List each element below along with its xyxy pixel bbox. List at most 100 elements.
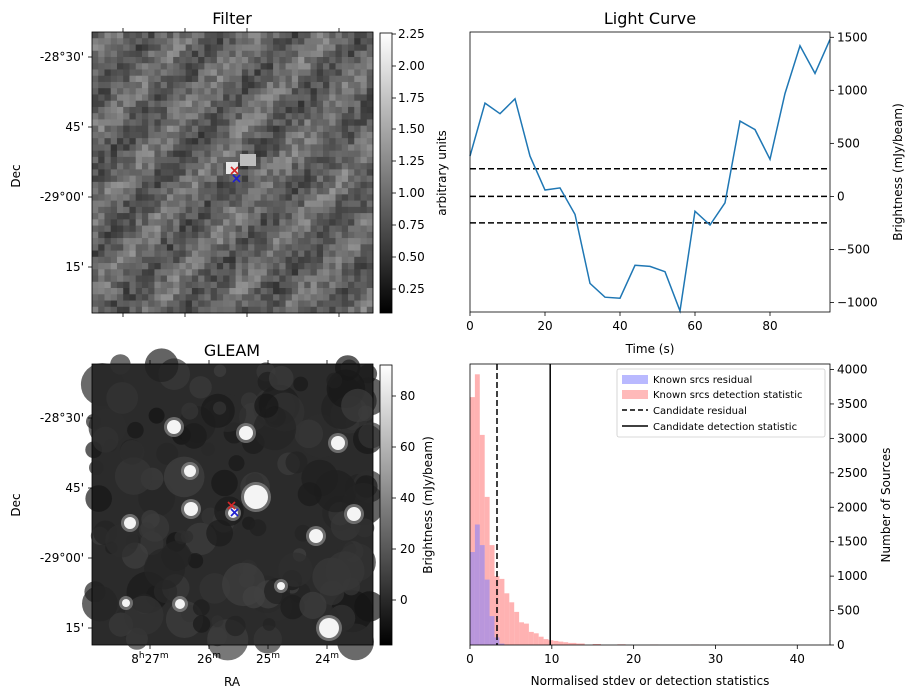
- histogram-bar-detection: [470, 397, 475, 645]
- lightcurve-ylabel: Brightness (mJy/beam): [891, 103, 905, 241]
- lightcurve-yaxis: 1500 1000 500 0 −500 −1000: [830, 30, 878, 309]
- gleam-colorbar: [379, 364, 393, 646]
- filter-colorbar-tick-label: 0.75: [398, 218, 425, 232]
- histogram-ytick-label: 4000: [837, 363, 868, 377]
- gleam-ytick-label: -29°00': [40, 551, 84, 565]
- histogram-bar-residual: [470, 552, 475, 645]
- histogram-bar-residual: [489, 616, 495, 645]
- gleam-colorbar-ticks: [392, 395, 396, 601]
- gleam-ytick-label: 45': [65, 481, 84, 495]
- histogram-bar-detection: [504, 593, 510, 645]
- filter-marker-red: [230, 166, 239, 175]
- lightcurve-xtick-label: 60: [687, 319, 702, 333]
- gleam-frame: [91, 363, 374, 646]
- histogram-bar-detection: [592, 644, 601, 645]
- histogram-xtick-label: 20: [626, 652, 641, 666]
- lightcurve-xtick-label: 20: [537, 319, 552, 333]
- legend-label: Known srcs detection statistic: [653, 390, 802, 401]
- histogram-legend: Known srcs residual Known srcs detection…: [616, 368, 826, 438]
- filter-colorbar-tick-label: 0.25: [398, 282, 425, 296]
- lightcurve-xtick-label: 80: [762, 319, 777, 333]
- histogram-bar-detection: [479, 434, 485, 645]
- filter-ytick-label: 45': [65, 120, 84, 134]
- legend-box: [616, 368, 826, 438]
- lightcurve-ytick-label: 1000: [837, 83, 868, 97]
- filter-colorbar-tick-label: 1.00: [398, 186, 425, 200]
- gleam-ytick-label: 15': [65, 621, 84, 635]
- lightcurve-title: Light Curve: [604, 9, 696, 28]
- gleam-ylabel: Dec: [9, 493, 23, 516]
- histogram-bar-residual: [499, 643, 505, 645]
- filter-colorbar-tick-label: 2.00: [398, 59, 425, 73]
- histogram-bar-residual: [474, 524, 480, 645]
- gleam-xtick-label: 8h27m: [131, 651, 168, 666]
- filter-colorbar-tick-label: 1.25: [398, 154, 425, 168]
- gleam-colorbar-tick-label: 20: [400, 542, 415, 556]
- filter-title: Filter: [212, 9, 252, 28]
- histogram-yaxis: 0 500 1000 1500 2000 2500 3000 3500 4000: [830, 363, 868, 652]
- gleam-colorbar-tick-label: 40: [400, 491, 415, 505]
- filter-colorbar-label: arbitrary units: [435, 130, 449, 216]
- histogram-xtick-label: 30: [708, 652, 723, 666]
- filter-frame: [91, 31, 374, 314]
- lightcurve-ytick-label: −1000: [837, 295, 878, 309]
- gleam-title: GLEAM: [204, 341, 260, 360]
- histogram-ytick-label: 1000: [837, 569, 868, 583]
- gleam-xtick-label: 26m: [197, 651, 221, 666]
- filter-colorbar-tick-label: 0.50: [398, 250, 425, 264]
- gleam-colorbar-tick-label: 60: [400, 440, 415, 454]
- lightcurve-ytick-label: 0: [837, 189, 845, 203]
- filter-colorbar-ticks: [392, 33, 396, 290]
- histogram-bar-detection: [553, 640, 559, 645]
- histogram-ytick-label: 2000: [837, 500, 868, 514]
- filter-image: [92, 32, 374, 314]
- histogram-xtick-label: 0: [466, 652, 474, 666]
- legend-label: Candidate detection statistic: [653, 422, 797, 433]
- histogram-bar-detection: [514, 611, 520, 645]
- histogram-bar-detection: [558, 641, 564, 645]
- gleam-markers: [227, 501, 239, 517]
- lightcurve-ytick-label: 1500: [837, 30, 868, 44]
- filter-ticks: [88, 28, 340, 317]
- histogram-ytick-label: 1500: [837, 535, 868, 549]
- filter-colorbar: [379, 32, 393, 314]
- lightcurve-ytick-label: −500: [837, 242, 870, 256]
- filter-ytick-label: -29°00': [40, 190, 84, 204]
- lightcurve-frame: [469, 31, 831, 313]
- legend-swatch-detection: [622, 390, 648, 399]
- histogram-bar-detection: [484, 496, 490, 645]
- filter-panel: Filter -: [9, 9, 449, 317]
- gleam-panel: GLEAM -28°30': [9, 341, 435, 689]
- filter-ylabel: Dec: [9, 164, 23, 187]
- histogram-bar-detection: [543, 639, 549, 645]
- lightcurve-panel: Light Curve 0 20 40 60 80 1500 1000 500 0 −500 −1…: [466, 9, 905, 356]
- histogram-bar-detection: [524, 623, 529, 645]
- filter-marker-blue: [232, 174, 241, 183]
- histogram-bar-residual: [484, 579, 490, 645]
- gleam-colorbar-tick-label: 0: [400, 593, 408, 607]
- histogram-ytick-label: 3000: [837, 431, 868, 445]
- histogram-bar-detection: [563, 642, 569, 645]
- histogram-ytick-label: 0: [837, 638, 845, 652]
- filter-colorbar-tick-label: 1.50: [398, 122, 425, 136]
- histogram-bar-detection: [568, 642, 577, 645]
- filter-ytick-label: -28°30': [40, 50, 84, 64]
- lightcurve-xaxis: 0 20 40 60 80: [466, 312, 778, 333]
- histogram-xaxis: 0 10 20 30 40: [466, 645, 805, 666]
- filter-colorbar-tick-label: 1.75: [398, 91, 425, 105]
- lightcurve-series-line: [469, 39, 831, 314]
- lightcurve-xlabel: Time (s): [625, 342, 675, 356]
- lightcurve-xtick-label: 40: [612, 319, 627, 333]
- lightcurve-plot-area: [469, 39, 831, 314]
- gleam-image: [80, 348, 388, 661]
- gleam-colorbar-tick-label: 80: [400, 389, 415, 403]
- lightcurve-ytick-label: 500: [837, 136, 860, 150]
- histogram-ytick-label: 2500: [837, 466, 868, 480]
- histogram-bar-detection: [576, 643, 585, 645]
- histogram-bar-detection: [509, 602, 515, 645]
- histogram-xtick-label: 40: [790, 652, 805, 666]
- histogram-xlabel: Normalised stdev or detection statistics: [531, 674, 770, 688]
- filter-markers: [230, 166, 241, 183]
- histogram-bar-residual: [479, 545, 485, 645]
- histogram-ytick-label: 3500: [837, 397, 868, 411]
